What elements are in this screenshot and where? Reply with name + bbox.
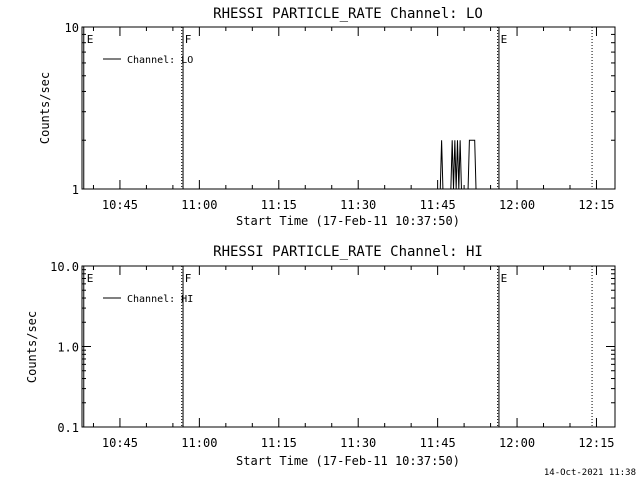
panel-hi: RHESSI PARTICLE_RATE Channel: HI 0.1 1.0 1… [25, 244, 616, 468]
y-axis-label-hi: Counts/sec [25, 311, 39, 383]
legend-label-lo: Channel: LO [127, 55, 193, 66]
chart-title-hi: RHESSI PARTICLE_RATE Channel: HI [213, 244, 483, 260]
marker-label: E [87, 33, 94, 46]
x-tick-label: 11:30 [340, 436, 376, 450]
x-tick-label: 11:00 [181, 198, 217, 212]
marker-label: E [501, 272, 508, 285]
series-lo [437, 139, 480, 190]
marker-label: E [87, 272, 94, 285]
x-axis-label-lo: Start Time (17-Feb-11 10:37:50) [236, 214, 460, 228]
x-tick-label: 11:00 [181, 436, 217, 450]
y-ticks-lo: 1 10 [65, 21, 615, 197]
y-tick-label: 10 [65, 21, 79, 35]
x-ticks-hi: 10:45 11:00 11:15 11:30 11:45 12:00 12:15 [92, 266, 615, 450]
y-tick-label: 0.1 [57, 421, 79, 435]
x-tick-label: 11:15 [261, 436, 297, 450]
x-tick-label: 11:45 [420, 436, 456, 450]
marker-label: E [501, 33, 508, 46]
x-tick-label: 12:00 [499, 198, 535, 212]
legend-hi: Channel: HI [103, 294, 193, 305]
x-tick-label: 11:30 [340, 198, 376, 212]
panel-lo: RHESSI PARTICLE_RATE Channel: LO 1 10 10:… [38, 6, 616, 228]
legend-lo: Channel: LO [103, 55, 193, 66]
x-axis-label-hi: Start Time (17-Feb-11 10:37:50) [236, 454, 460, 468]
chart-title-lo: RHESSI PARTICLE_RATE Channel: LO [213, 6, 483, 22]
marker-label: F [185, 33, 192, 46]
x-tick-label: 11:45 [420, 198, 456, 212]
y-axis-label-lo: Counts/sec [38, 72, 52, 144]
x-tick-label: 12:15 [578, 436, 614, 450]
x-tick-label: 11:15 [261, 198, 297, 212]
plot-frame-hi [81, 265, 616, 428]
y-tick-label: 10.0 [50, 260, 79, 274]
marker-label: F [185, 272, 192, 285]
y-tick-label: 1.0 [57, 341, 79, 355]
x-tick-label: 10:45 [102, 198, 138, 212]
x-tick-label: 12:15 [578, 198, 614, 212]
x-tick-label: 12:00 [499, 436, 535, 450]
x-ticks-lo: 10:45 11:00 11:15 11:30 11:45 12:00 12:15 [92, 27, 615, 212]
footer-timestamp: 14-Oct-2021 11:38 [544, 468, 636, 478]
x-tick-label: 10:45 [102, 436, 138, 450]
y-ticks-hi: 0.1 1.0 10.0 [50, 260, 615, 435]
y-tick-label: 1 [72, 183, 79, 197]
series-line [437, 139, 480, 190]
plot-frame-lo [81, 26, 616, 190]
legend-label-hi: Channel: HI [127, 294, 193, 305]
